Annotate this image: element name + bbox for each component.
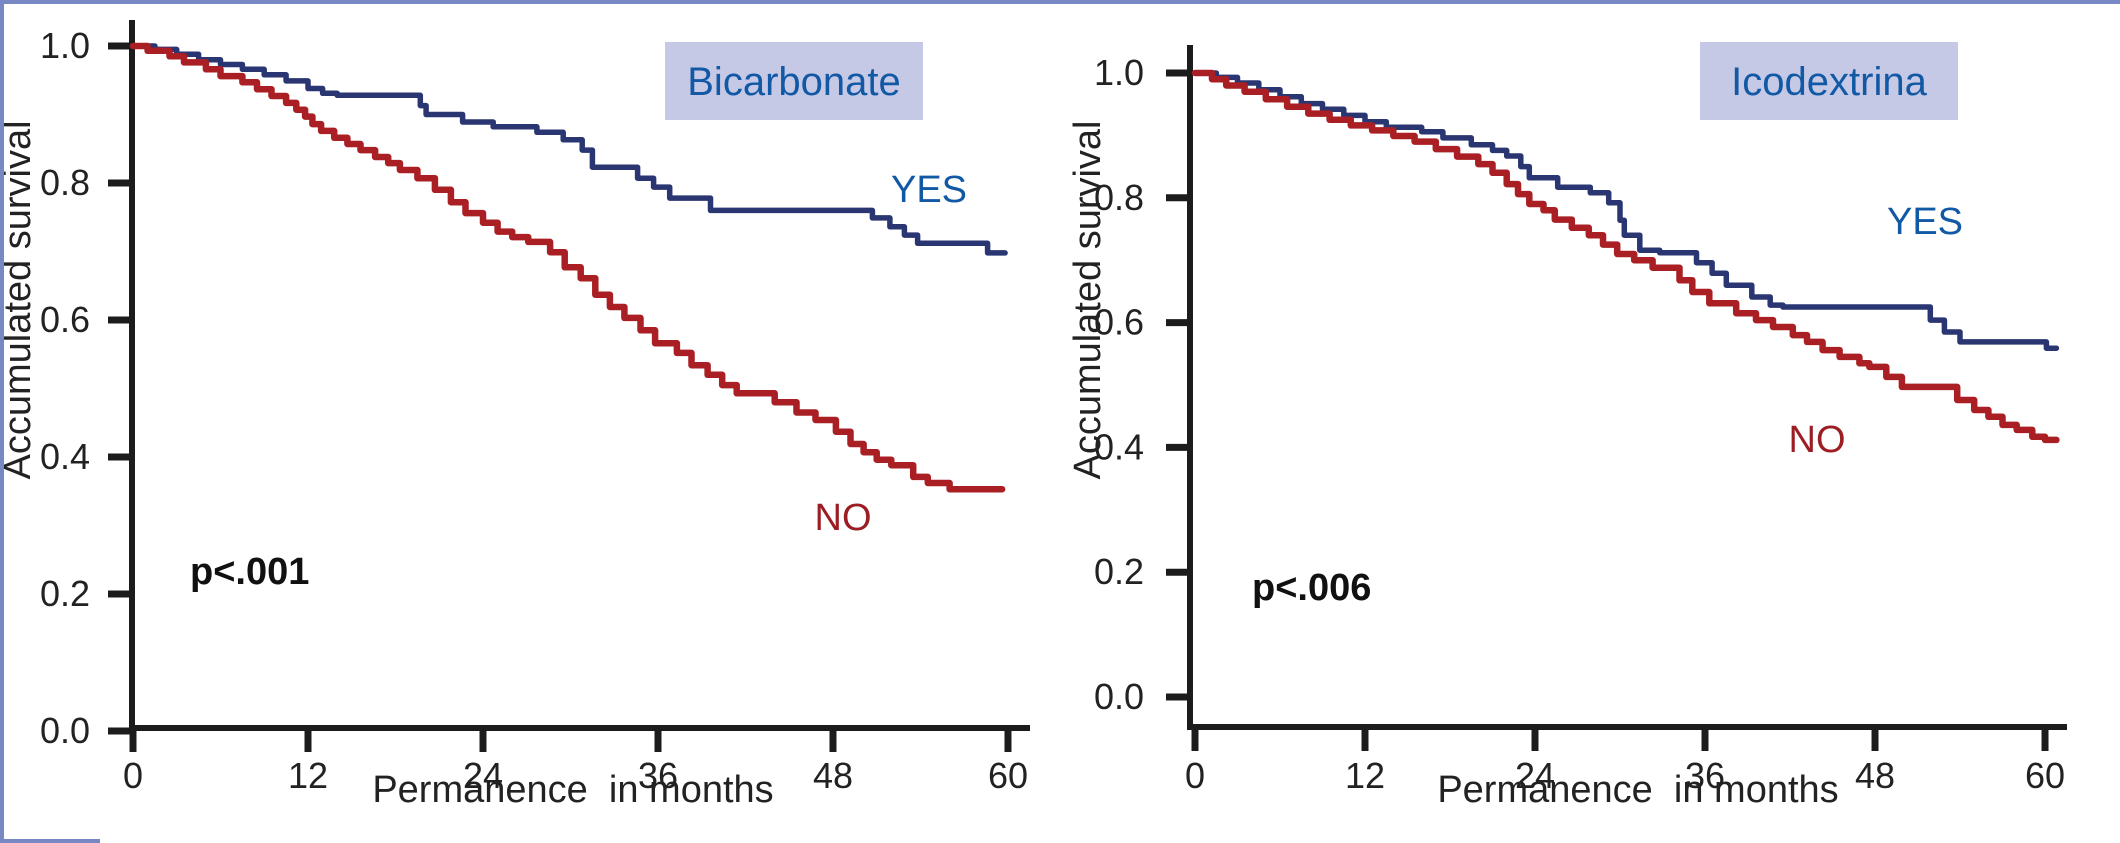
panel-title-box [1700,42,1958,120]
x-tick-label: 60 [2025,755,2065,796]
p-value-label: p<.006 [1252,567,1371,609]
y-tick-label: 1.0 [40,25,90,66]
x-tick-label: 24 [463,755,503,796]
x-tick-label: 12 [288,755,328,796]
series-yes-label: YES [1887,201,1963,243]
frame-border-bottom [0,839,100,843]
y-tick-label: 0.8 [40,162,90,203]
frame-border-left [0,0,4,843]
y-tick-label: 0.6 [40,299,90,340]
series-no-label: NO [1789,419,1846,461]
x-tick-label: 48 [1855,755,1895,796]
panel-icodextrina: 1.0 0.8 0.6 0.4 0.2 0.0 0 12 24 36 48 60 Accumulated… [1067,42,2067,811]
series-no-label: NO [815,497,872,539]
y-axis-title: Accumulated survival [1067,120,1109,479]
x-tick-label: 36 [1685,755,1725,796]
x-tick-label: 24 [1515,755,1555,796]
y-tick-label: 0.0 [1094,676,1144,717]
y-tick-label: 0.8 [1094,177,1144,218]
x-axis-title: Permanence in months [1437,769,1838,811]
series-no-curve [1191,69,2060,444]
p-value-label: p<.001 [190,551,309,593]
y-tick-label: 0.0 [40,710,90,751]
x-tick-label: 12 [1345,755,1385,796]
frame-border-top [0,0,2120,4]
x-tick-label: 48 [813,755,853,796]
y-tick-label: 0.6 [1094,302,1144,343]
y-tick-label: 0.4 [1094,426,1144,467]
y-tick-label: 0.4 [40,436,90,477]
y-tick-label: 0.2 [1094,551,1144,592]
x-tick-label: 0 [123,755,143,796]
x-tick-label: 0 [1185,755,1205,796]
series-no-curve [129,42,1006,493]
panel-title: Bicarbonate [687,60,900,104]
x-tick-label: 36 [638,755,678,796]
y-axis-title: Accumulated survival [0,120,39,479]
panel-title-box [665,42,923,120]
x-tick-label: 60 [988,755,1028,796]
y-tick-label: 0.2 [40,573,90,614]
series-yes-curve [1192,70,2060,351]
panel-title: Icodextrina [1731,60,1927,104]
x-axis-title: Permanence in months [372,769,773,811]
panel-bicarbonate: 1.0 0.8 0.6 0.4 0.2 0.0 0 12 24 36 48 60 Accumulated… [0,20,1030,811]
series-yes-label: YES [891,169,967,211]
y-tick-label: 1.0 [1094,52,1144,93]
series-yes-curve [130,43,1008,256]
